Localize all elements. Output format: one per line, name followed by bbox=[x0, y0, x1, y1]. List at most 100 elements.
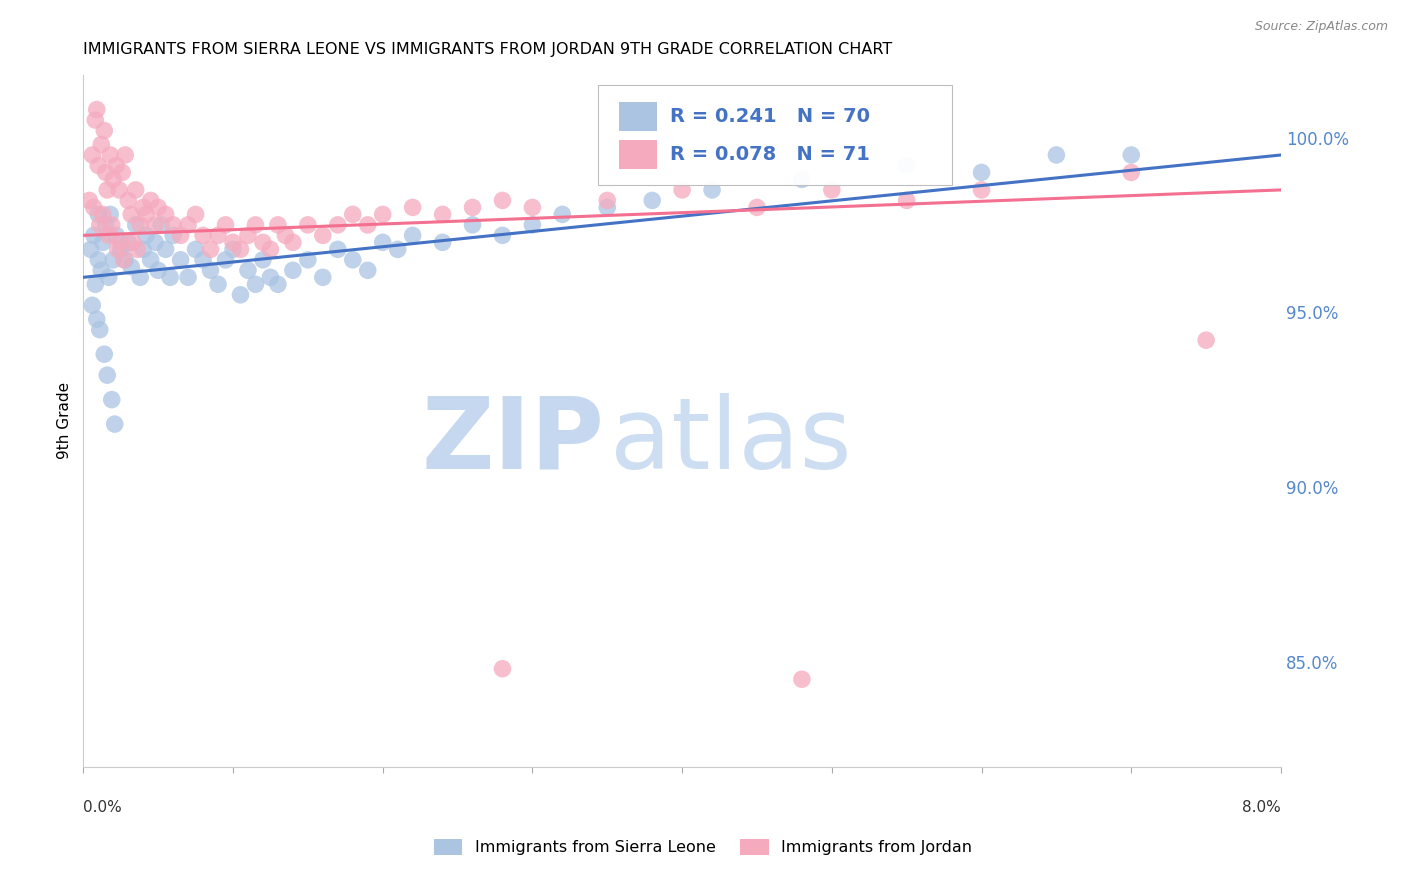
Point bbox=[146, 201, 169, 215]
Point bbox=[139, 252, 162, 267]
Point bbox=[522, 218, 544, 232]
Point bbox=[236, 228, 259, 243]
Point bbox=[105, 228, 128, 243]
Point bbox=[117, 194, 139, 208]
Point bbox=[83, 228, 105, 243]
Point bbox=[162, 228, 184, 243]
Point bbox=[87, 158, 110, 172]
Point bbox=[342, 207, 364, 221]
Point bbox=[103, 172, 125, 186]
Point bbox=[222, 235, 245, 250]
Point bbox=[82, 148, 104, 162]
Point bbox=[297, 252, 319, 267]
Point bbox=[461, 218, 484, 232]
Point bbox=[127, 243, 149, 257]
Point bbox=[96, 368, 118, 383]
Point bbox=[401, 228, 423, 243]
Text: 8.0%: 8.0% bbox=[1243, 800, 1281, 814]
Point bbox=[229, 287, 252, 301]
Point bbox=[150, 218, 173, 232]
Point bbox=[357, 218, 380, 232]
Point bbox=[259, 243, 281, 257]
Bar bbox=[619, 103, 657, 131]
Point bbox=[357, 263, 380, 277]
Point bbox=[326, 243, 349, 257]
Point bbox=[281, 235, 304, 250]
Point bbox=[135, 228, 157, 243]
Point bbox=[371, 207, 394, 221]
Point bbox=[112, 252, 135, 267]
Point bbox=[155, 207, 177, 221]
Point bbox=[551, 207, 574, 221]
Point bbox=[641, 194, 664, 208]
Point bbox=[1045, 148, 1067, 162]
Point bbox=[103, 252, 125, 267]
Point bbox=[98, 148, 121, 162]
Point bbox=[105, 158, 128, 172]
Point bbox=[107, 243, 129, 257]
Point bbox=[491, 662, 513, 676]
Point bbox=[146, 263, 169, 277]
Point bbox=[1121, 148, 1143, 162]
Point bbox=[245, 277, 267, 292]
Point bbox=[191, 228, 214, 243]
Point bbox=[222, 243, 245, 257]
Point bbox=[125, 183, 148, 197]
Point bbox=[89, 323, 111, 337]
Point bbox=[522, 201, 544, 215]
Point bbox=[745, 201, 768, 215]
Point bbox=[80, 243, 103, 257]
Point bbox=[896, 158, 918, 172]
Point bbox=[86, 312, 108, 326]
Point bbox=[110, 243, 132, 257]
Point bbox=[96, 183, 118, 197]
Point bbox=[132, 243, 155, 257]
Point bbox=[207, 277, 229, 292]
Point bbox=[143, 235, 166, 250]
Bar bbox=[619, 140, 657, 169]
Point bbox=[491, 228, 513, 243]
Point bbox=[94, 165, 117, 179]
Point bbox=[132, 201, 155, 215]
Point bbox=[297, 218, 319, 232]
Point bbox=[77, 194, 100, 208]
Text: 0.0%: 0.0% bbox=[83, 800, 122, 814]
Point bbox=[104, 417, 127, 431]
Point bbox=[432, 207, 454, 221]
Point bbox=[110, 235, 132, 250]
Point bbox=[700, 183, 723, 197]
Text: R = 0.241   N = 70: R = 0.241 N = 70 bbox=[671, 107, 870, 127]
Point bbox=[93, 123, 115, 137]
Point bbox=[94, 218, 117, 232]
Point bbox=[114, 252, 136, 267]
Point bbox=[236, 263, 259, 277]
Point bbox=[896, 194, 918, 208]
Point bbox=[121, 235, 143, 250]
Point bbox=[90, 137, 112, 152]
Point bbox=[326, 218, 349, 232]
Point bbox=[84, 113, 107, 128]
Point bbox=[970, 165, 993, 179]
Point bbox=[143, 218, 166, 232]
Point bbox=[100, 392, 122, 407]
Point bbox=[87, 252, 110, 267]
Point bbox=[89, 218, 111, 232]
Point bbox=[790, 672, 813, 686]
Point bbox=[200, 263, 222, 277]
Point bbox=[312, 228, 335, 243]
Point bbox=[108, 183, 131, 197]
Point bbox=[114, 148, 136, 162]
Point bbox=[214, 252, 236, 267]
Point bbox=[596, 194, 619, 208]
Point bbox=[432, 235, 454, 250]
Point bbox=[596, 201, 619, 215]
Point bbox=[821, 183, 844, 197]
Point bbox=[267, 218, 290, 232]
Point bbox=[259, 270, 281, 285]
Point bbox=[84, 277, 107, 292]
Y-axis label: 9th Grade: 9th Grade bbox=[58, 382, 72, 459]
Point bbox=[184, 243, 207, 257]
Point bbox=[401, 201, 423, 215]
Point bbox=[125, 218, 148, 232]
Point bbox=[129, 270, 152, 285]
